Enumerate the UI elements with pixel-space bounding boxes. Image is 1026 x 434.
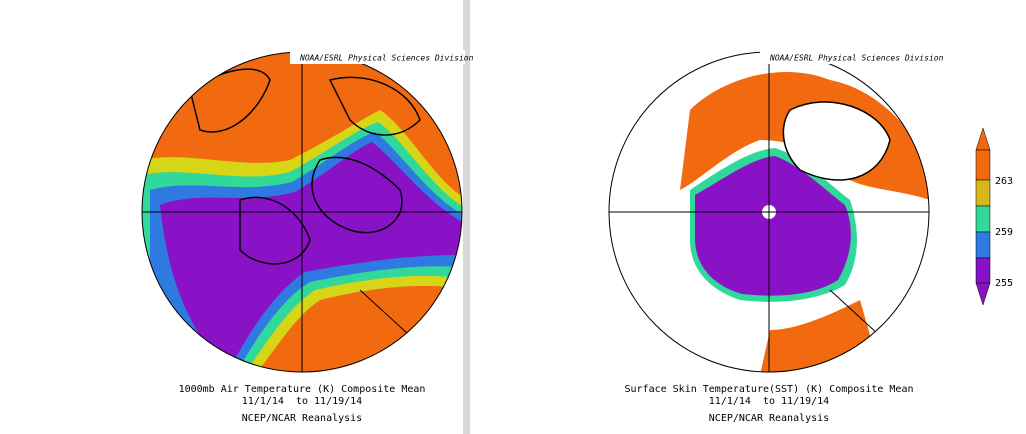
caption: 1000mb Air Temperature (K) Composite Mea…: [179, 384, 426, 395]
caption: Surface Skin Temperature(SST) (K) Compos…: [625, 384, 914, 395]
caption: NCEP/NCAR Reanalysis: [709, 413, 829, 424]
colorbar-tick-label: 255: [995, 278, 1013, 289]
credit: NOAA/ESRL Physical Sciences Division: [769, 54, 944, 63]
colorbar: [975, 127, 991, 306]
caption: 11/1/14 to 11/19/14: [242, 396, 362, 407]
colorbar-tick-label: 259: [995, 227, 1013, 238]
left-map: [142, 52, 462, 372]
caption: 11/1/14 to 11/19/14: [709, 396, 829, 407]
credit: NOAA/ESRL Physical Sciences Division: [299, 54, 474, 63]
divider: [463, 0, 470, 434]
credit-box: [290, 50, 465, 64]
credit-box: [760, 50, 935, 64]
caption: NCEP/NCAR Reanalysis: [242, 413, 362, 424]
right-map: [609, 52, 929, 372]
colorbar-tick-label: 263: [995, 176, 1013, 187]
